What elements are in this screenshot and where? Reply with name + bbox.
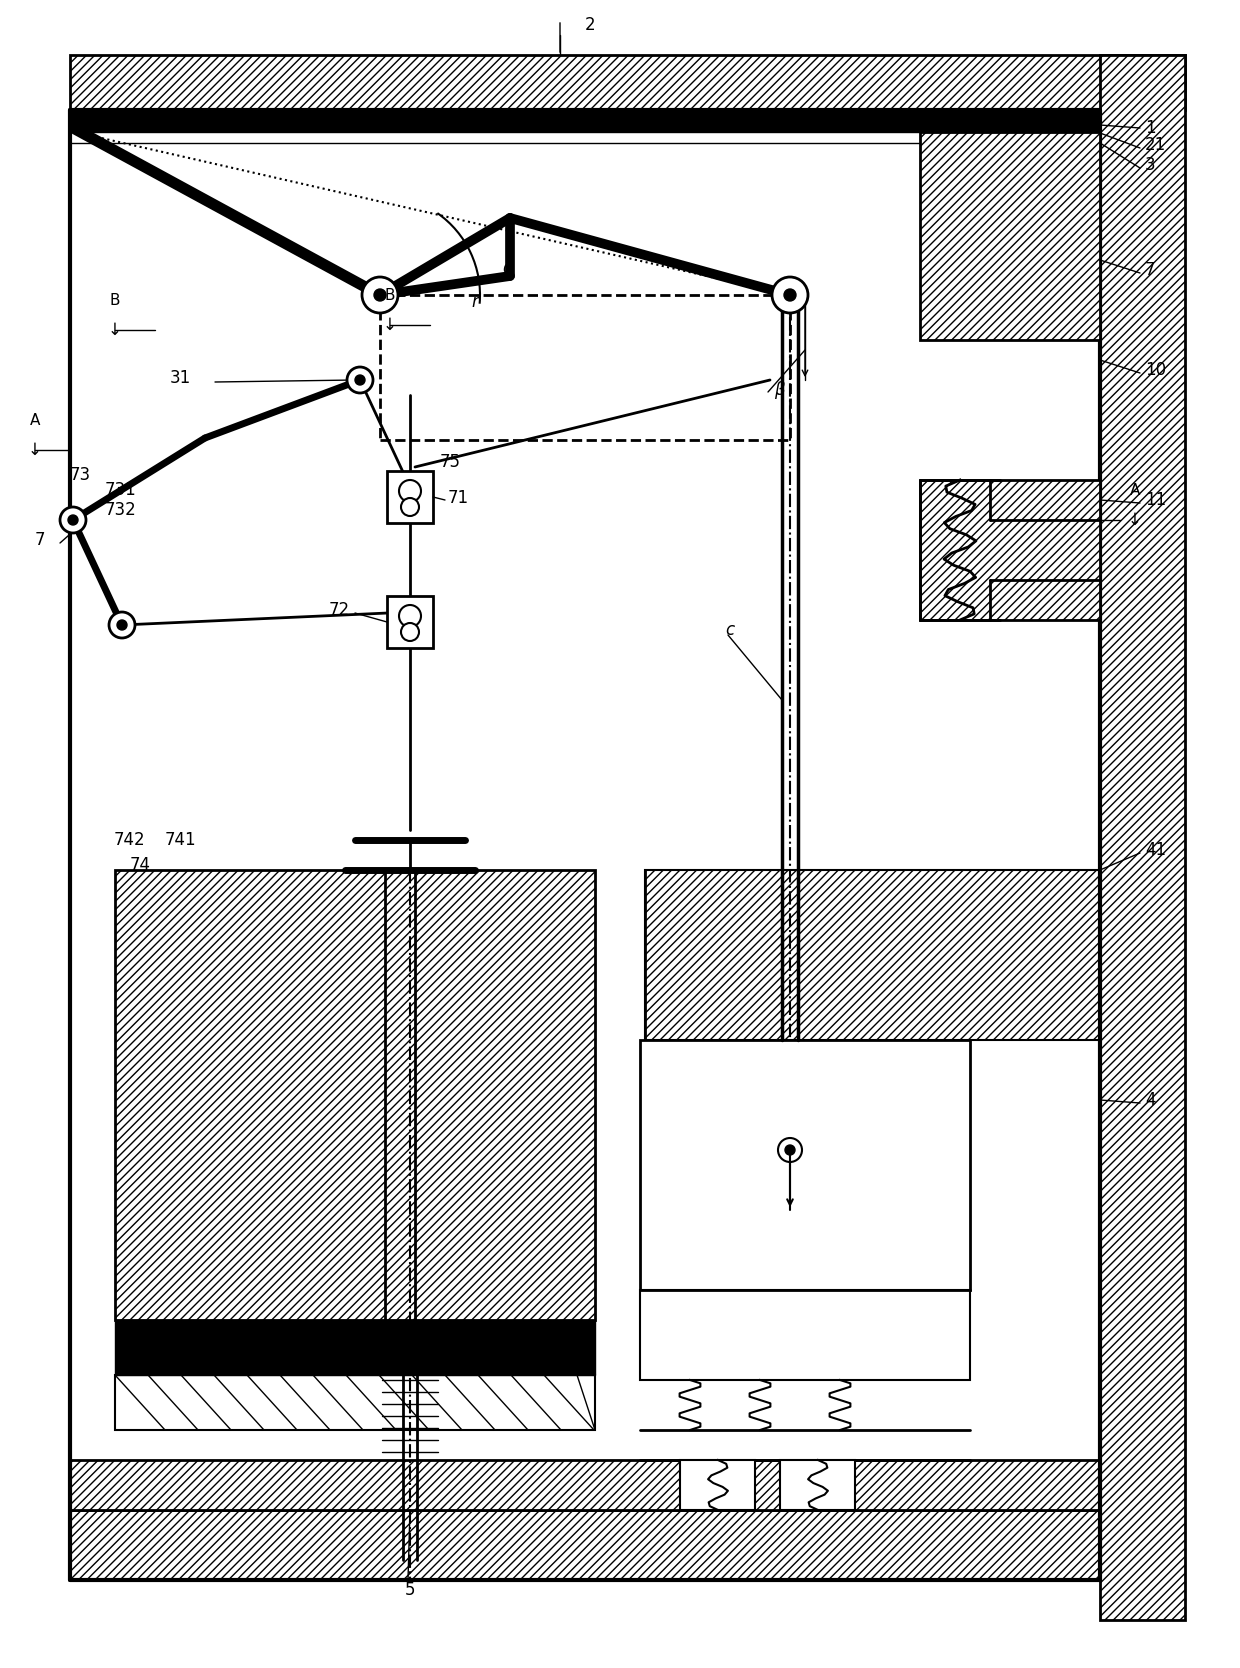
Bar bbox=[780, 1460, 856, 1510]
Text: ↓: ↓ bbox=[108, 320, 122, 339]
Text: ↓: ↓ bbox=[1128, 510, 1142, 529]
Text: r: r bbox=[471, 294, 479, 310]
Circle shape bbox=[355, 375, 365, 385]
Polygon shape bbox=[920, 132, 1100, 340]
Polygon shape bbox=[69, 1510, 1100, 1580]
Circle shape bbox=[362, 277, 398, 314]
Polygon shape bbox=[69, 55, 1185, 110]
Text: 73: 73 bbox=[69, 465, 91, 484]
Circle shape bbox=[401, 499, 419, 515]
Circle shape bbox=[109, 612, 135, 637]
Text: 741: 741 bbox=[165, 831, 197, 849]
Circle shape bbox=[401, 624, 419, 641]
Text: 1: 1 bbox=[1145, 118, 1156, 137]
Bar bbox=[680, 1460, 755, 1510]
Text: 731: 731 bbox=[105, 480, 136, 499]
Polygon shape bbox=[115, 871, 595, 1319]
Bar bbox=[387, 470, 433, 524]
Text: 5: 5 bbox=[404, 1581, 415, 1600]
Text: c: c bbox=[725, 620, 734, 639]
Circle shape bbox=[777, 1138, 802, 1163]
Text: ↓: ↓ bbox=[383, 315, 397, 334]
Circle shape bbox=[374, 289, 386, 300]
Text: 742: 742 bbox=[113, 831, 145, 849]
Text: $\beta$: $\beta$ bbox=[774, 379, 786, 400]
Text: 10: 10 bbox=[1145, 360, 1166, 379]
Text: 75: 75 bbox=[440, 454, 461, 470]
Text: 2: 2 bbox=[585, 17, 595, 33]
Polygon shape bbox=[69, 1460, 1100, 1510]
Text: 3: 3 bbox=[1145, 157, 1156, 173]
Text: B: B bbox=[110, 292, 120, 307]
Polygon shape bbox=[1100, 55, 1185, 1620]
Polygon shape bbox=[645, 871, 1100, 1041]
Bar bbox=[640, 1289, 970, 1379]
Circle shape bbox=[347, 367, 373, 394]
Circle shape bbox=[399, 605, 422, 627]
Bar bbox=[640, 1041, 970, 1289]
Circle shape bbox=[773, 277, 808, 314]
Polygon shape bbox=[69, 110, 1100, 132]
Text: A: A bbox=[1130, 482, 1141, 497]
Text: 31: 31 bbox=[170, 369, 191, 387]
Bar bbox=[387, 595, 433, 647]
Polygon shape bbox=[920, 480, 1100, 620]
Circle shape bbox=[60, 507, 86, 534]
Text: B: B bbox=[384, 287, 396, 302]
Text: 74: 74 bbox=[130, 856, 151, 874]
Text: 71: 71 bbox=[448, 489, 469, 507]
Polygon shape bbox=[115, 1319, 595, 1374]
Circle shape bbox=[785, 1144, 795, 1154]
Text: A: A bbox=[30, 412, 40, 427]
Circle shape bbox=[784, 289, 796, 300]
Circle shape bbox=[68, 515, 78, 525]
Text: 41: 41 bbox=[1145, 841, 1166, 859]
Text: ↓: ↓ bbox=[29, 440, 42, 459]
Text: 4: 4 bbox=[1145, 1091, 1156, 1109]
Text: 7: 7 bbox=[1145, 260, 1156, 279]
Text: $\alpha$: $\alpha$ bbox=[502, 259, 515, 277]
Bar bbox=[115, 1374, 595, 1429]
Text: 21: 21 bbox=[1145, 137, 1167, 153]
Circle shape bbox=[117, 620, 126, 631]
Circle shape bbox=[399, 480, 422, 502]
Text: 11: 11 bbox=[1145, 490, 1167, 509]
Text: 7: 7 bbox=[35, 530, 45, 549]
Text: 732: 732 bbox=[105, 500, 136, 519]
Text: 72: 72 bbox=[329, 600, 350, 619]
